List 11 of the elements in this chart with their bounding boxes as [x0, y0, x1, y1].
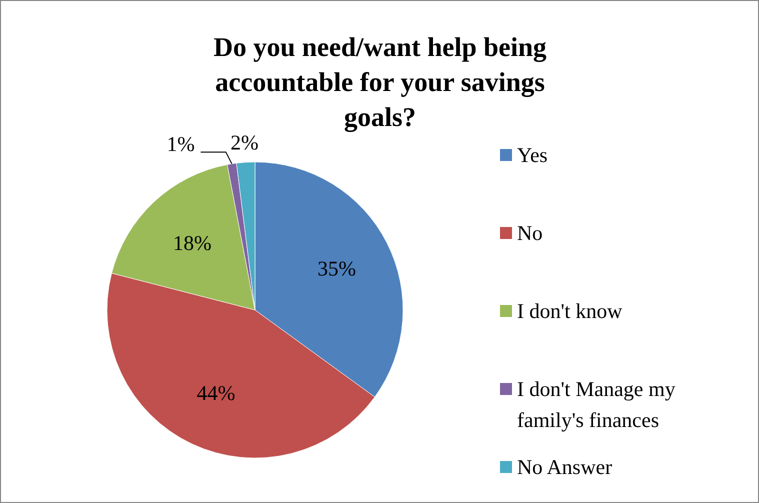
data-label: 1%: [166, 132, 195, 156]
data-label: 2%: [230, 130, 258, 154]
legend-label: I don't know: [517, 299, 624, 323]
data-label: 44%: [196, 381, 236, 406]
legend-label: No Answer: [517, 455, 612, 479]
chart-title: Do you need/want help being accountable for your savings goals?: [213, 32, 548, 132]
data-label: 18%: [172, 231, 212, 256]
legend-label: I don't Manage my family's finances: [517, 377, 676, 432]
legend-label: No: [517, 221, 543, 245]
data-label: 35%: [318, 256, 356, 280]
legend-label: Yes: [517, 143, 548, 167]
